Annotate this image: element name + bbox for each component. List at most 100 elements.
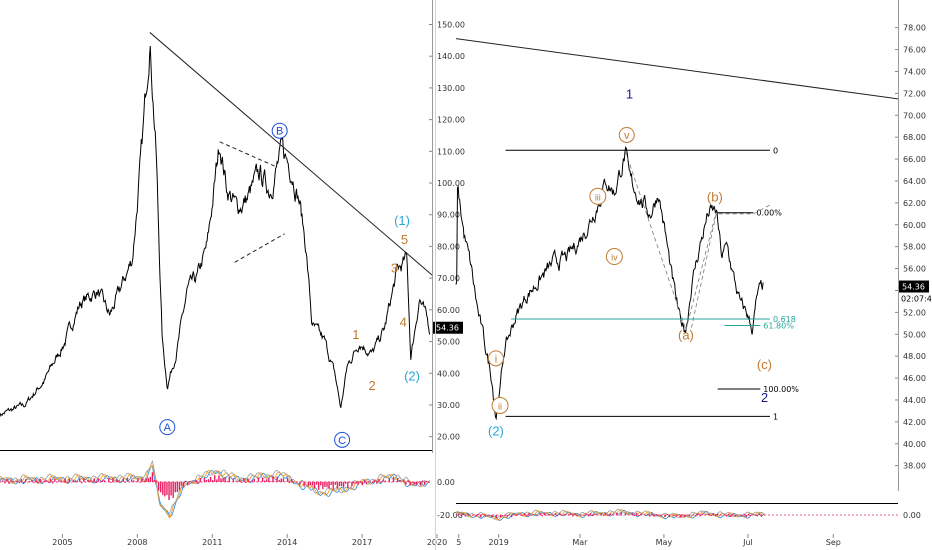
R-histogram-bar-3	[458, 513, 460, 515]
L-histogram-bar-561	[388, 478, 391, 482]
left-time-axis[interactable]: 2005 2008 2011 2014 2017 2020	[52, 534, 447, 547]
R-indicator-line-2	[455, 508, 764, 520]
R-histogram-bar-402	[749, 515, 752, 517]
L-histogram-bar-249	[172, 481, 174, 498]
right-price-axis[interactable]: 78.00 76.00 74.00 72.00 70.00 68.00 66.00 64.00…	[895, 0, 932, 520]
L-histogram-bar-612	[423, 481, 426, 485]
R-histogram-bar-261	[646, 513, 649, 515]
L-histogram-bar-546	[378, 478, 380, 482]
L-histogram-bar-300	[207, 479, 210, 482]
L-histogram-bar-303	[209, 476, 212, 482]
R-wave-text-3: iv	[611, 253, 618, 263]
right-indicator-panel[interactable]	[455, 508, 898, 521]
R-wave-circle-2	[589, 187, 607, 205]
R-y-tick-label-0: 78.00	[903, 24, 926, 33]
R-histogram-bar-393	[743, 513, 745, 515]
L-histogram-bar-177	[122, 478, 125, 482]
L-histogram-bar-120	[83, 478, 85, 482]
R-wave-label-6: (2)	[488, 424, 504, 439]
L-histogram-bar-609	[421, 480, 424, 482]
R-histogram-bar-420	[763, 513, 765, 515]
L-histogram-bar-483	[334, 481, 336, 485]
L-histogram-bar-240	[166, 481, 168, 495]
R-histogram-bar-330	[697, 513, 699, 515]
R-histogram-bar-300	[675, 515, 677, 517]
L-histogram-bar-288	[199, 478, 201, 482]
L-histogram-bar-198	[137, 478, 139, 482]
R-histogram-bar-180	[587, 515, 589, 517]
L-histogram-bar-108	[74, 480, 77, 482]
L-histogram-bar-471	[326, 481, 328, 487]
R-histogram-bar-321	[690, 515, 693, 516]
R-histogram-bar-123	[545, 515, 548, 516]
L-histogram-bar-201	[139, 481, 141, 483]
left-chart-panel[interactable]: A B C (1) (2) 53 4 1 2	[0, 0, 433, 450]
L-histogram-bar-24	[16, 480, 19, 482]
L-y-tick-label-12: 30.00	[437, 401, 460, 410]
L-histogram-bar-237	[164, 481, 166, 497]
L-last-price-value: 54.36	[436, 324, 459, 333]
R-countdown-bg	[899, 292, 932, 305]
R-wave-label-4: i	[487, 350, 504, 367]
L-histogram-bar-129	[89, 480, 91, 482]
L-histogram-bar-258	[178, 481, 181, 491]
R-histogram-bar-360	[719, 515, 721, 516]
L-histogram-bar-51	[35, 478, 37, 482]
R-wave-text-0: 1	[626, 86, 633, 101]
L-trendline-1	[219, 141, 278, 168]
R-histogram-bar-147	[563, 514, 565, 515]
R-y-tick-label-20: 38.00	[903, 462, 926, 471]
R-histogram-bar-351	[712, 513, 715, 515]
L-wave-label-0: A	[159, 419, 176, 436]
L-y-tick-label-1: 140.00	[437, 52, 465, 61]
L-wave-label-8: 1	[352, 327, 359, 342]
L-histogram-bar-45	[31, 480, 33, 482]
L-histogram-bar-180	[124, 481, 127, 483]
L-wave-label-4: (2)	[404, 368, 420, 383]
L-histogram-bar-63	[43, 480, 46, 482]
R-trendline-0	[455, 38, 899, 100]
L-wave-text-5: 5	[401, 232, 408, 247]
L-histogram-bar-330	[228, 476, 231, 482]
left-price-axis[interactable]: 150.00 140.00 130.00 120.00 110.00 100.00 90.0…	[429, 0, 465, 520]
left-trendlines	[149, 32, 433, 276]
R-histogram-bar-267	[651, 513, 653, 515]
R-histogram-bar-282	[662, 514, 664, 515]
L-histogram-bar-555	[384, 480, 386, 482]
L-histogram-bar-90	[62, 481, 64, 483]
R-price-line	[455, 145, 764, 421]
L-y-tick-label-6: 90.00	[437, 211, 460, 220]
L-histogram-bar-420	[290, 479, 293, 482]
L-histogram-bar-36	[24, 479, 27, 482]
R-wave-label-7: (b)	[707, 189, 723, 204]
L-histogram-bar-261	[180, 481, 183, 486]
L-histogram-bar-102	[70, 481, 73, 483]
L-wave-label-9: 2	[368, 378, 375, 393]
R-histogram-bar-162	[574, 513, 576, 515]
L-histogram-bar-453	[313, 481, 316, 488]
R-histogram-bar-159	[572, 515, 574, 517]
L-indicator-tick-label-0: 0.00	[437, 478, 455, 487]
R-histogram-bar-324	[692, 514, 695, 515]
L-histogram-bar-282	[195, 479, 197, 482]
L-histogram-bar-210	[145, 478, 147, 482]
R-y-tick-label-5: 68.00	[903, 133, 926, 142]
R-histogram-bar-102	[530, 515, 532, 516]
L-wave-text-2: C	[338, 435, 346, 447]
L-histogram-bar-582	[403, 479, 405, 482]
L-histogram-bar-468	[324, 481, 326, 487]
L-histogram-bar-99	[68, 478, 70, 482]
L-histogram-bar-615	[426, 480, 428, 482]
L-histogram-bar-444	[307, 481, 309, 487]
R-y-tick-label-6: 66.00	[903, 155, 926, 164]
L-histogram-bar-297	[205, 479, 208, 482]
L-histogram-bar-495	[342, 481, 345, 488]
L-last-price-bg	[433, 321, 463, 334]
L-histogram-bar-522	[361, 481, 364, 486]
right-time-axis[interactable]: 5 2019 Mar May Jul Sep	[456, 534, 841, 547]
R-histogram-bar-315	[686, 514, 688, 515]
left-indicator-panel[interactable]	[0, 459, 432, 519]
R-histogram-bar-177	[585, 513, 587, 515]
R-fib-label-1: 0.00%	[756, 209, 782, 218]
